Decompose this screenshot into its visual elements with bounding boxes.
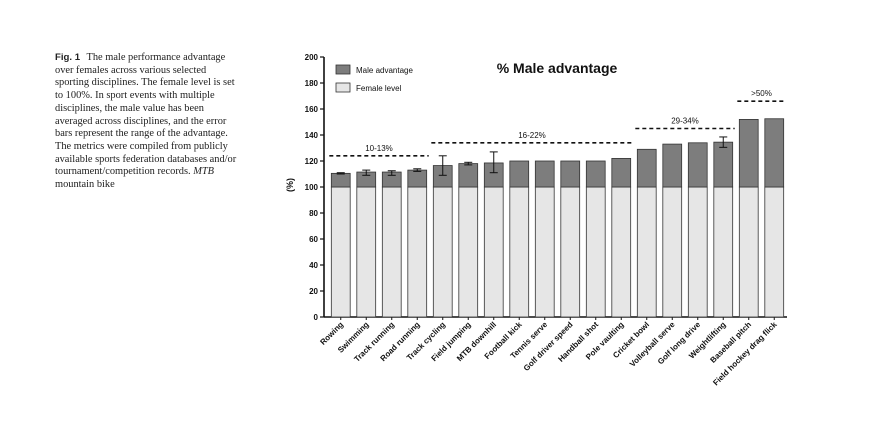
y-tick-label: 60 <box>309 235 318 244</box>
range-annotation-label: 10-13% <box>365 144 393 153</box>
figure-label: Fig. 1 <box>55 52 81 63</box>
female-level-bar <box>713 186 734 318</box>
female-level-bar <box>636 186 657 318</box>
female-level-bar <box>356 186 377 318</box>
y-axis-label: (%) <box>285 178 295 192</box>
x-tick-label: Volleyball serve <box>628 320 677 369</box>
female-level-bar <box>534 186 555 318</box>
male-advantage-bar <box>585 160 606 188</box>
male-advantage-bar <box>534 160 555 188</box>
male-advantage-bar <box>636 148 657 188</box>
male-advantage-bar <box>662 143 683 188</box>
male-advantage-bar <box>611 157 632 188</box>
legend-label: Female level <box>356 84 402 93</box>
male-advantage-bar <box>407 169 428 188</box>
female-level-bar <box>509 186 530 318</box>
legend-swatch <box>335 82 351 93</box>
female-level-bar <box>738 186 759 318</box>
y-tick-label: 80 <box>309 209 318 218</box>
y-tick-label: 180 <box>305 79 319 88</box>
female-level-bar <box>687 186 708 318</box>
chart-title: % Male advantage <box>497 60 618 76</box>
range-annotation-label: 16-22% <box>518 131 546 140</box>
female-level-bar <box>662 186 683 318</box>
range-annotation-label: 29-34% <box>671 117 699 126</box>
female-level-bar <box>381 186 402 318</box>
chart-bars <box>330 118 785 318</box>
y-tick-label: 140 <box>305 131 319 140</box>
y-tick-label: 100 <box>305 183 319 192</box>
male-advantage-bar <box>764 118 785 188</box>
male-advantage-bar <box>509 160 530 188</box>
male-advantage-bar <box>458 163 479 188</box>
female-level-bar <box>560 186 581 318</box>
female-level-bar <box>764 186 785 318</box>
female-level-bar <box>432 186 453 318</box>
caption-abbrev-expansion: mountain bike <box>55 179 115 191</box>
female-level-bar <box>330 186 351 318</box>
y-tick-label: 200 <box>305 53 319 62</box>
chart-error-bars <box>336 136 728 176</box>
female-level-bar <box>585 186 606 318</box>
y-tick-label: 160 <box>305 105 319 114</box>
figure-caption: Fig. 1 The male performance advantage ov… <box>55 52 237 192</box>
y-tick-label: 20 <box>309 287 318 296</box>
male-advantage-bar <box>687 142 708 188</box>
male-advantage-bar <box>330 172 351 188</box>
male-advantage-bar <box>560 160 581 188</box>
male-advantage-bar <box>713 141 734 188</box>
y-tick-label: 40 <box>309 261 318 270</box>
legend-swatch <box>335 64 351 75</box>
legend-label: Male advantage <box>356 66 413 75</box>
female-level-bar <box>611 186 632 318</box>
caption-abbrev: MTB <box>193 166 215 178</box>
female-level-bar <box>483 186 504 318</box>
caption-text: The male performance advantage over fema… <box>55 52 237 178</box>
chart-annotations: 10-13% 16-22% 29-34% >50% <box>329 89 786 157</box>
chart-legend: Male advantage Female level <box>335 64 413 93</box>
female-level-bar <box>458 186 479 318</box>
range-annotation-label: >50% <box>751 89 772 98</box>
female-level-bar <box>407 186 428 318</box>
y-tick-label: 120 <box>305 157 319 166</box>
male-advantage-bar <box>738 119 759 188</box>
y-tick-label: 0 <box>314 313 319 322</box>
